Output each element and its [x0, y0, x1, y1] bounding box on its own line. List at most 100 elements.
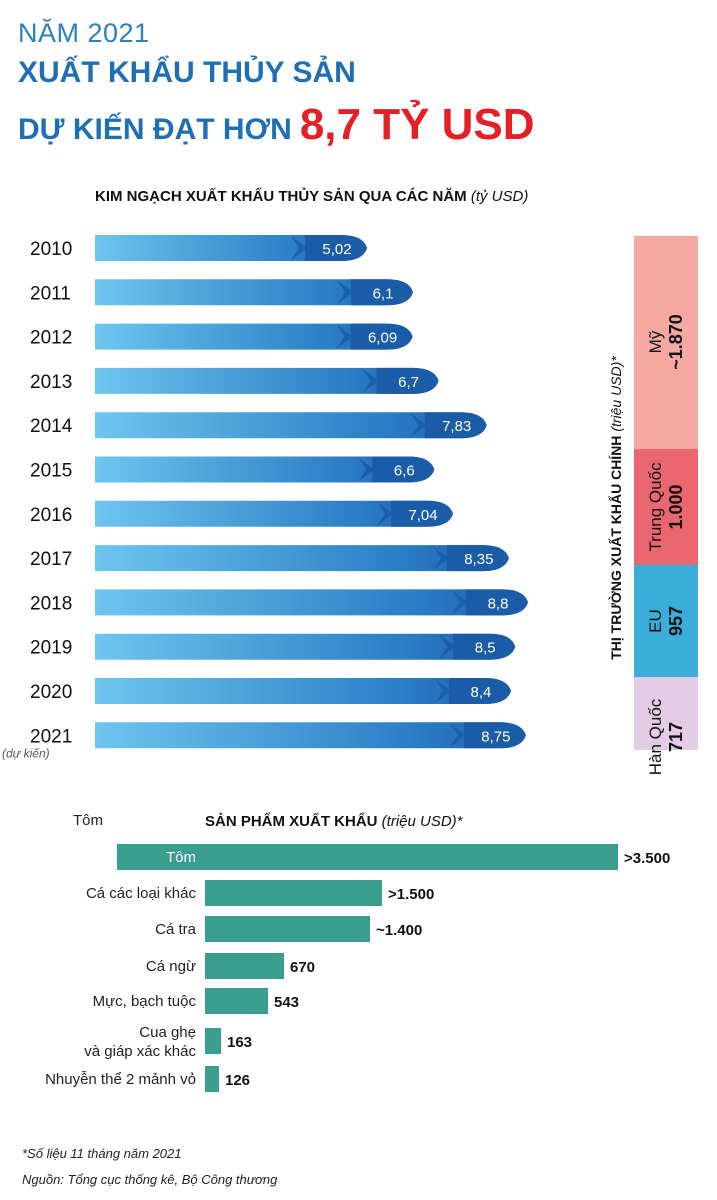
- year-bar: [95, 235, 367, 261]
- header-highlight: 8,7 TỶ USD: [299, 100, 535, 149]
- year-label: 2016: [30, 505, 72, 526]
- fish-tail: [291, 236, 307, 260]
- year-value-label: 7,04: [408, 507, 437, 524]
- product-value-label: 126: [225, 1072, 250, 1089]
- product-bar: [205, 953, 284, 979]
- year-label: 2018: [30, 593, 72, 614]
- product-label: Cá tra: [155, 921, 197, 938]
- header-subtitle: DỰ KIẾN ĐẠT HƠN 8,7 TỶ USD: [18, 100, 535, 150]
- market-eu-text: EU 957: [646, 606, 686, 636]
- market-chart-unit: (triệu USD)*: [608, 356, 624, 432]
- product-label: Cá ngừ: [146, 958, 196, 975]
- market-us-text: Mỹ ~1.870: [646, 314, 686, 370]
- market-chart-title-text: THỊ TRƯỜNG XUẤT KHẨU CHÍNH: [608, 435, 624, 660]
- year-bar: [95, 633, 516, 660]
- fish-head: [391, 500, 454, 527]
- fish-head: [351, 279, 413, 306]
- year-value-label: 8,5: [475, 640, 496, 657]
- year-bar: [95, 678, 511, 704]
- year-value-label: 6,6: [394, 463, 415, 480]
- year-bar: [95, 456, 435, 483]
- year-label: 2011: [30, 283, 71, 304]
- fish-head: [305, 235, 367, 261]
- product-label: Tôm: [166, 849, 196, 866]
- fish-tail: [410, 413, 427, 438]
- product-value-label: 670: [290, 959, 315, 976]
- fish-head: [350, 323, 413, 350]
- yearly-export-chart: 2010 5,02 2011 6,1 2012 6,09 2013 6,7 2014 7,83 20…: [2, 235, 528, 760]
- market-us-value: ~1.870: [666, 314, 686, 370]
- fish-tail: [362, 368, 379, 393]
- year-label: 2015: [30, 461, 72, 482]
- product-bar: [205, 1028, 221, 1054]
- fish-head: [466, 589, 528, 616]
- fish-tail: [358, 457, 375, 482]
- year-label: 2017: [30, 549, 72, 570]
- header-year: NĂM 2021: [18, 18, 150, 48]
- fish-tail: [449, 723, 466, 748]
- fish-tail: [337, 280, 353, 305]
- product-chart-unit: (triệu USD)*: [381, 813, 463, 830]
- year-label: 2021: [30, 726, 72, 747]
- product-value-label: >3.500: [624, 850, 670, 867]
- year-value-label: 8,8: [488, 595, 509, 612]
- product-label-line2: và giáp xác khác: [84, 1043, 196, 1060]
- product-bar: [205, 916, 370, 942]
- yearly-chart-unit: (tỷ USD): [470, 188, 529, 205]
- fish-head: [448, 678, 511, 704]
- fish-head: [424, 412, 487, 439]
- market-segment-china: Trung Quốc 1.000: [634, 449, 698, 565]
- market-eu-name: EU: [646, 609, 665, 633]
- yearly-chart-title: KIM NGẠCH XUẤT KHẨU THỦY SẢN QUA CÁC NĂM…: [95, 188, 528, 205]
- year-label: 2019: [30, 638, 72, 659]
- year-value-label: 6,7: [398, 374, 419, 391]
- fish-tail: [377, 501, 394, 526]
- product-bar: [205, 1066, 219, 1092]
- footnote-source: Nguồn: Tổng cục thống kê, Bộ Công thương: [22, 1172, 278, 1187]
- year-bar: [95, 412, 487, 439]
- product-label: Cá các loại khác: [86, 885, 197, 902]
- year-value-label: 6,1: [373, 285, 394, 302]
- year-label: 2010: [30, 239, 72, 260]
- fish-head: [446, 545, 509, 572]
- year-label: 2012: [30, 328, 72, 349]
- fish-head: [463, 722, 526, 749]
- product-header-item: Tôm: [73, 812, 103, 829]
- fish-head: [453, 633, 516, 660]
- market-us-name: Mỹ: [646, 330, 665, 354]
- fish-head: [372, 456, 435, 483]
- product-label: Cua ghẹ: [139, 1024, 196, 1041]
- year-label: 2020: [30, 682, 72, 703]
- header-subtitle-text: DỰ KIẾN ĐẠT HƠN: [18, 113, 292, 146]
- fish-tail: [336, 324, 353, 349]
- product-value-label: ~1.400: [376, 922, 422, 939]
- footnote-note: *Số liệu 11 tháng năm 2021: [22, 1146, 182, 1161]
- product-bar: [205, 880, 382, 906]
- market-segment-korea: Hàn Quốc 717: [634, 677, 698, 775]
- product-label: Nhuyễn thể 2 mảnh vỏ: [45, 1071, 196, 1088]
- year-value-label: 7,83: [442, 418, 471, 435]
- fish-tail: [432, 546, 449, 571]
- market-chart-title-wrap: THỊ TRƯỜNG XUẤT KHẨU CHÍNH (triệu USD)*: [600, 248, 632, 768]
- market-korea-name: Hàn Quốc: [646, 698, 665, 776]
- market-korea-value: 717: [666, 721, 686, 753]
- fish-tail: [452, 590, 468, 615]
- product-label: Mực, bạch tuộc: [93, 993, 197, 1010]
- yearly-chart-title-text: KIM NGẠCH XUẤT KHẨU THỦY SẢN QUA CÁC NĂM: [95, 188, 467, 205]
- product-chart-title: SẢN PHẨM XUẤT KHẨU (triệu USD)*: [205, 813, 463, 830]
- forecast-note: (dự kiến): [2, 746, 50, 760]
- header-title: XUẤT KHẨU THỦY SẢN: [18, 56, 356, 89]
- year-bar: [95, 589, 528, 616]
- year-bar: [95, 279, 413, 306]
- year-value-label: 8,4: [471, 684, 492, 701]
- market-korea-text: Hàn Quốc 717: [646, 699, 686, 776]
- market-segment-eu: EU 957: [634, 565, 698, 677]
- market-segment-us: Mỹ ~1.870: [634, 236, 698, 449]
- year-bar: [95, 500, 454, 527]
- year-bar: [95, 722, 526, 749]
- year-bar: [95, 323, 413, 350]
- year-value-label: 5,02: [322, 241, 351, 258]
- product-bar: [205, 988, 268, 1014]
- market-eu-value: 957: [666, 605, 686, 637]
- product-bar: [117, 844, 618, 870]
